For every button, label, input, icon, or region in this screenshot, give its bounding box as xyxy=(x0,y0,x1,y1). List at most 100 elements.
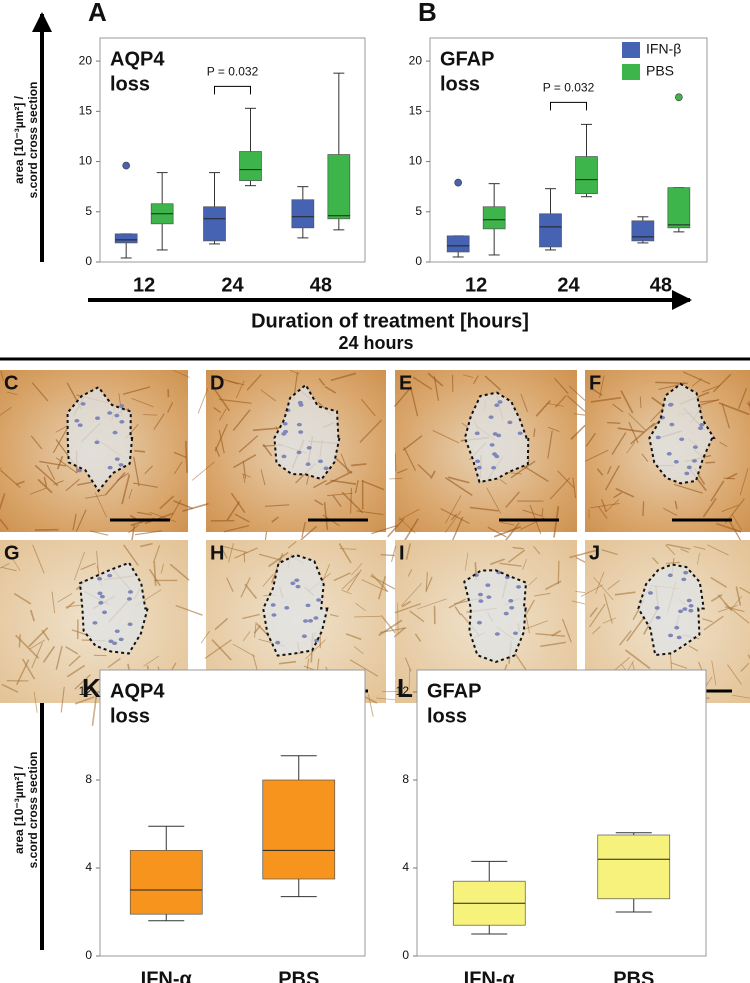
fiber xyxy=(278,660,297,665)
nucleus xyxy=(679,437,685,442)
fiber xyxy=(590,387,603,396)
nucleus xyxy=(95,416,101,421)
legend-label: PBS xyxy=(646,63,674,79)
x-tick-label: PBS xyxy=(613,968,654,983)
fiber xyxy=(666,543,691,550)
fiber xyxy=(0,370,4,382)
fiber xyxy=(211,639,232,661)
nucleus xyxy=(282,421,288,426)
nucleus xyxy=(316,598,322,602)
fiber xyxy=(394,453,397,472)
fiber xyxy=(680,548,689,553)
fiber xyxy=(630,422,656,445)
fiber xyxy=(718,402,750,416)
fiber xyxy=(371,524,398,535)
y-tick-label: 20 xyxy=(79,53,93,67)
legend-swatch xyxy=(622,42,640,58)
fiber xyxy=(520,393,529,412)
x-tick-label: 12 xyxy=(465,274,487,296)
fiber xyxy=(705,461,716,464)
y-tick-label: 15 xyxy=(409,103,423,117)
fiber xyxy=(604,465,620,491)
fiber xyxy=(553,505,560,538)
nucleus xyxy=(492,432,498,436)
fiber xyxy=(260,469,266,486)
fiber xyxy=(405,543,412,560)
fiber xyxy=(169,499,182,520)
fiber xyxy=(727,664,742,685)
nucleus xyxy=(681,577,687,582)
fiber xyxy=(665,561,680,565)
fiber xyxy=(731,514,742,531)
nucleus xyxy=(271,613,277,617)
fiber xyxy=(104,472,126,496)
fiber xyxy=(333,572,351,582)
fiber xyxy=(702,497,717,518)
nucleus xyxy=(699,423,705,427)
fiber xyxy=(589,603,606,628)
fiber xyxy=(403,447,417,471)
nucleus xyxy=(323,466,329,471)
fiber xyxy=(246,374,262,391)
lesion-outline xyxy=(273,383,341,481)
panel-label: K xyxy=(82,673,101,703)
fiber xyxy=(227,380,245,386)
fiber xyxy=(361,579,389,593)
fiber xyxy=(464,552,469,571)
nucleus xyxy=(684,471,690,476)
nucleus xyxy=(118,637,124,642)
y-tick-label: 10 xyxy=(79,154,93,168)
fiber xyxy=(39,460,67,467)
fiber xyxy=(557,470,575,489)
nucleus xyxy=(281,454,287,459)
fiber xyxy=(739,586,750,594)
fiber xyxy=(620,390,634,414)
fiber xyxy=(595,571,605,594)
fiber xyxy=(584,449,609,462)
fiber xyxy=(360,398,376,417)
fiber xyxy=(393,387,412,408)
fiber xyxy=(338,543,352,564)
nucleus xyxy=(97,591,103,596)
fiber xyxy=(737,388,748,409)
fiber xyxy=(341,590,352,595)
x-tick-label: IFN-α xyxy=(464,968,516,983)
fiber xyxy=(402,435,423,451)
fiber xyxy=(570,424,586,440)
fiber xyxy=(611,432,627,456)
fiber xyxy=(345,633,362,641)
nucleus xyxy=(76,468,82,473)
nucleus xyxy=(682,607,688,611)
fiber xyxy=(575,590,586,594)
nucleus xyxy=(127,622,133,627)
fiber xyxy=(580,584,604,597)
fiber xyxy=(218,429,225,454)
nucleus xyxy=(118,463,124,467)
fiber xyxy=(673,483,703,494)
fiber xyxy=(651,557,659,565)
nucleus xyxy=(478,599,484,603)
lesion-fill xyxy=(274,384,340,480)
fiber xyxy=(732,694,750,699)
y-tick-label: 15 xyxy=(79,103,93,117)
fiber xyxy=(417,464,432,478)
fiber xyxy=(1,566,17,572)
fiber xyxy=(94,492,107,518)
fiber xyxy=(144,465,154,475)
fiber xyxy=(184,440,188,473)
fiber xyxy=(175,604,203,616)
fiber xyxy=(28,627,49,648)
fiber xyxy=(313,479,327,489)
fiber xyxy=(287,541,297,549)
y-tick-label: 8 xyxy=(402,772,409,786)
fiber xyxy=(223,525,250,533)
fiber xyxy=(214,446,221,457)
fiber xyxy=(15,634,40,659)
fiber xyxy=(414,633,422,642)
fiber xyxy=(341,572,360,590)
fiber xyxy=(304,639,326,660)
fiber xyxy=(18,634,21,648)
fiber xyxy=(359,419,383,443)
nucleus xyxy=(114,413,120,418)
